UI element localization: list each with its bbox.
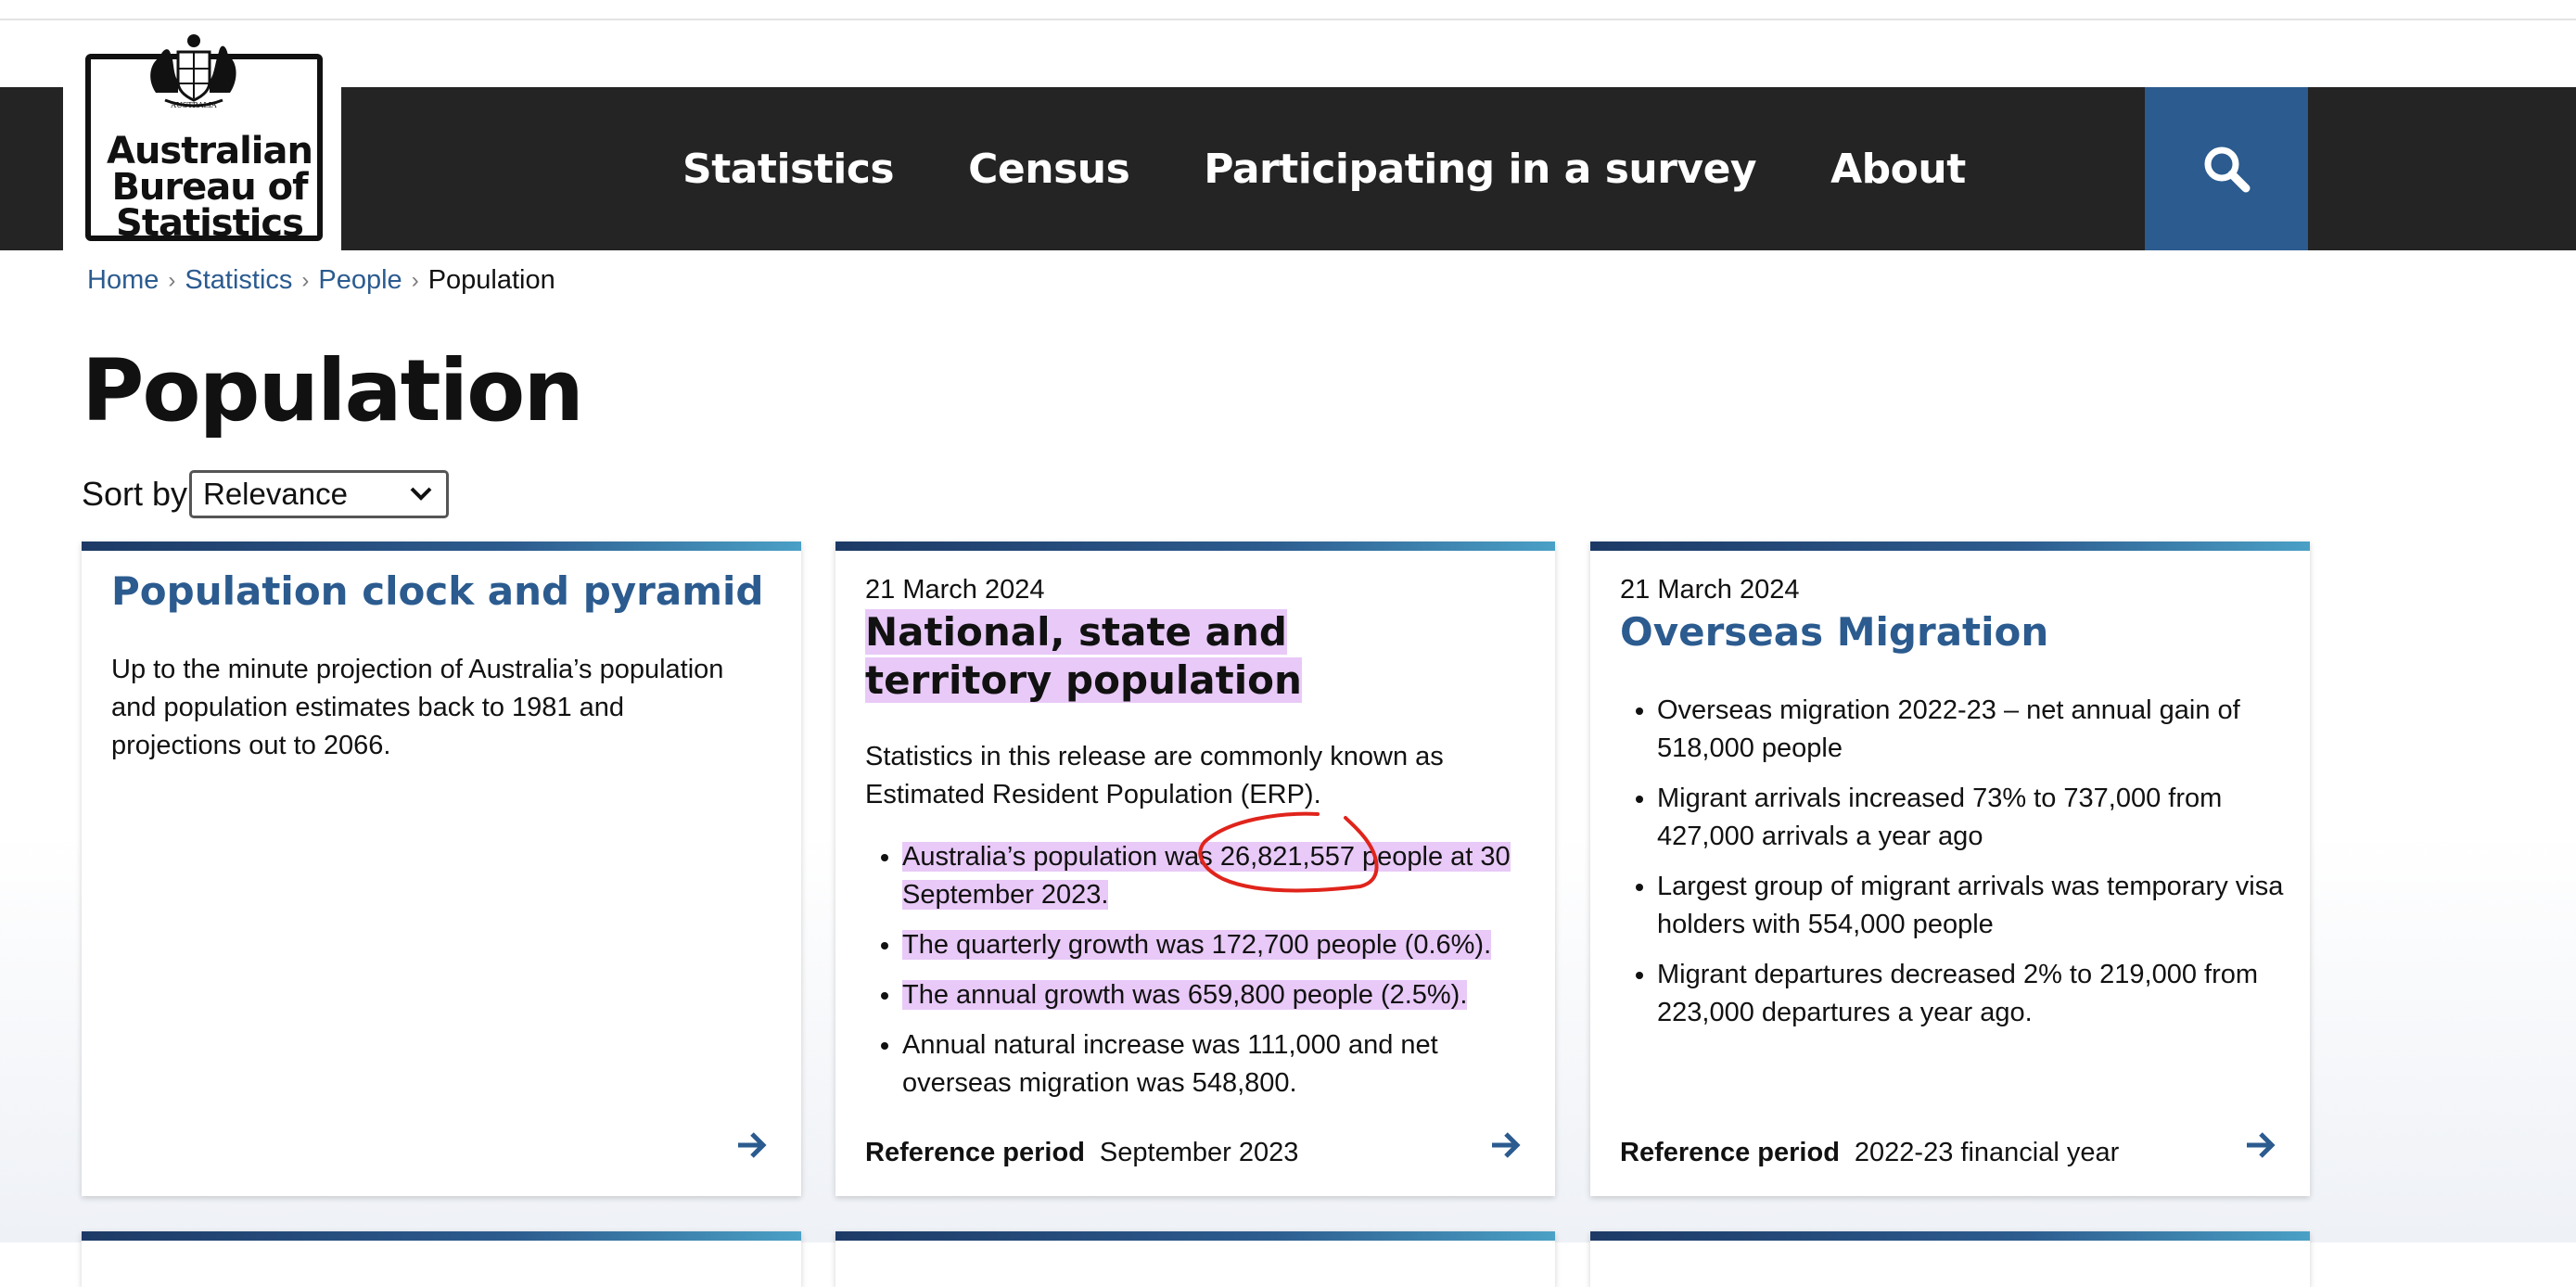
main-navigation: Statistics Census Participating in a sur… — [682, 87, 1966, 250]
sort-selected-value: Relevance — [203, 477, 348, 511]
list-item: The quarterly growth was 172,700 people … — [902, 926, 1551, 964]
card-next-row-1[interactable] — [82, 1231, 801, 1287]
sort-label: Sort by — [82, 475, 188, 513]
chevron-down-icon — [410, 487, 432, 501]
list-item: The annual growth was 659,800 people (2.… — [902, 976, 1551, 1014]
reference-period-value: September 2023 — [1099, 1138, 1299, 1167]
reference-period-label: Reference period — [1620, 1138, 1840, 1167]
nav-statistics[interactable]: Statistics — [682, 145, 895, 193]
crest-label: AUSTRALIA — [170, 101, 217, 109]
card-title-text: National, state and territory population — [865, 609, 1302, 703]
reference-period: Reference period September 2023 — [865, 1138, 1298, 1168]
reference-period-label: Reference period — [865, 1138, 1085, 1167]
breadcrumb-statistics[interactable]: Statistics — [185, 265, 293, 295]
card-title[interactable]: National, state and territory population — [865, 608, 1384, 705]
card-title[interactable]: Overseas Migration — [1620, 609, 2049, 655]
nav-census[interactable]: Census — [968, 145, 1130, 193]
arrow-right-icon[interactable] — [736, 1131, 768, 1159]
card-next-row-3[interactable] — [1590, 1231, 2310, 1287]
chevron-right-icon: › — [301, 267, 310, 293]
browser-top-rule — [0, 0, 2576, 20]
search-button[interactable] — [2145, 87, 2308, 250]
arrow-right-icon[interactable] — [2245, 1131, 2276, 1159]
list-item: Annual natural increase was 111,000 and … — [902, 1026, 1551, 1102]
card-national-state-territory-population[interactable]: 21 March 2024 National, state and territ… — [835, 542, 1555, 1196]
list-item: Largest group of migrant arrivals was te… — [1657, 868, 2306, 944]
breadcrumb: Home › Statistics › People › Population — [87, 265, 555, 296]
logo-frame: AUSTRALIA Australian Bureau of Statistic… — [85, 34, 323, 242]
logo-line-1: Australian — [107, 130, 313, 172]
bullet-text: The quarterly growth was 172,700 people … — [902, 930, 1492, 960]
logo-line-3: Statistics — [116, 202, 304, 245]
sort-select[interactable]: Relevance — [189, 470, 449, 518]
page-title: Population — [82, 341, 584, 440]
list-item: Migrant arrivals increased 73% to 737,00… — [1657, 780, 2306, 856]
chevron-right-icon: › — [168, 267, 176, 293]
breadcrumb-home[interactable]: Home — [87, 265, 159, 295]
nav-participating-in-a-survey[interactable]: Participating in a survey — [1204, 145, 1757, 193]
reference-period-value: 2022-23 financial year — [1854, 1138, 2120, 1167]
card-date: 21 March 2024 — [865, 575, 1045, 605]
card-description: Up to the minute projection of Australia… — [111, 655, 724, 760]
list-item: Australia’s population was 26,821,557 pe… — [902, 838, 1551, 914]
bullet-text: The annual growth was 659,800 people (2.… — [902, 980, 1468, 1010]
card-overseas-migration[interactable]: 21 March 2024 Overseas Migration Oversea… — [1590, 542, 2310, 1196]
logo-line-2: Bureau of — [111, 166, 308, 209]
card-date: 21 March 2024 — [1620, 575, 1800, 605]
card-bullet-list: Australia’s population was 26,821,557 pe… — [865, 838, 1551, 1115]
reference-period: Reference period 2022-23 financial year — [1620, 1138, 2119, 1168]
arrow-right-icon[interactable] — [1490, 1131, 1522, 1159]
card-description: Statistics in this release are commonly … — [865, 742, 1444, 809]
logo-wordmark: Australian Bureau of Statistics — [91, 130, 328, 245]
coat-of-arms-icon: AUSTRALIA — [150, 34, 236, 109]
bullet-text: Annual natural increase was 111,000 and … — [902, 1030, 1438, 1098]
card-bullet-list: Overseas migration 2022-23 – net annual … — [1620, 692, 2306, 1044]
breadcrumb-people[interactable]: People — [318, 265, 402, 295]
card-title[interactable]: Population clock and pyramid — [111, 568, 764, 614]
list-item: Migrant departures decreased 2% to 219,0… — [1657, 956, 2306, 1032]
card-population-clock[interactable]: Population clock and pyramid Up to the m… — [82, 542, 801, 1196]
bullet-text: Australia’s population was 26,821,557 pe… — [902, 842, 1511, 910]
abs-logo[interactable]: AUSTRALIA Australian Bureau of Statistic… — [63, 22, 341, 252]
chevron-right-icon: › — [411, 267, 419, 293]
nav-about[interactable]: About — [1830, 145, 1966, 193]
list-item: Overseas migration 2022-23 – net annual … — [1657, 692, 2306, 768]
search-icon — [2204, 147, 2251, 193]
card-next-row-2[interactable] — [835, 1231, 1555, 1287]
breadcrumb-current: Population — [427, 265, 555, 295]
